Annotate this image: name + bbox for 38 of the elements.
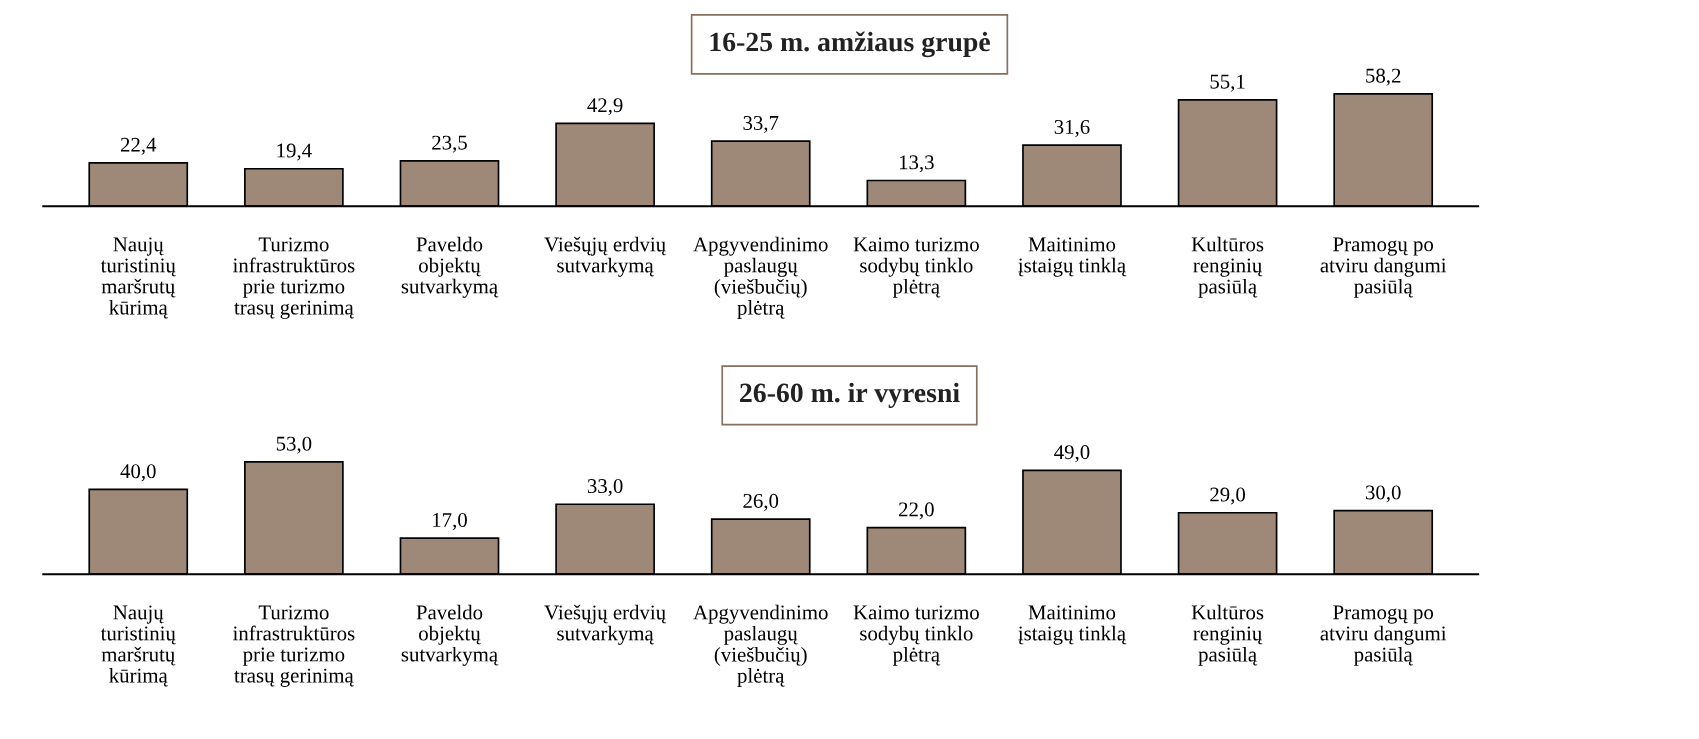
data-label: 22,4 [120, 137, 157, 155]
data-label: 29,0 [1210, 487, 1246, 505]
data-label: 26,0 [743, 493, 779, 511]
data-label: 58,2 [1366, 68, 1401, 86]
x-tick-label: Pramogų po atviru dangumi pasiūlą [1320, 237, 1447, 298]
x-tick-label: Kultūros renginių pasiūlą [1191, 236, 1264, 298]
chart-title: 16-25 m. amžiaus grupė [710, 31, 990, 58]
data-label: 33,0 [587, 479, 623, 497]
data-label: 13,3 [899, 155, 934, 173]
data-label: 31,6 [1054, 120, 1090, 138]
data-label: 49,0 [1054, 445, 1090, 463]
x-tick-label: Paveldo objektų sutvarkymą [401, 604, 499, 666]
x-tick-label: Kaimo turizmo sodybų tinklo plėtrą [853, 237, 979, 298]
x-tick-label: Kultūros renginių pasiūlą [1191, 604, 1264, 666]
data-label: 17,0 [433, 512, 467, 530]
data-label: 22,0 [899, 502, 934, 520]
data-label: 19,4 [277, 143, 312, 161]
x-tick-label: Naujų turistinių maršrutų kūrimą [100, 237, 176, 319]
data-label: 53,0 [276, 436, 312, 454]
data-label: 23,5 [432, 135, 467, 153]
data-label: 55,1 [1210, 74, 1245, 92]
x-tick-label: Paveldo objektų sutvarkymą [401, 236, 499, 298]
x-tick-label: Viešųjų erdvių sutvarkymą [544, 604, 667, 645]
x-tick-label: Turizmo infrastruktūros prie turizmo trasų gerinimą [232, 605, 355, 687]
x-tick-label: Naujų turistinių maršrutų kūrimą [100, 605, 176, 687]
x-tick-label: Viešųjų erdvių sutvarkymą [544, 236, 667, 277]
data-label: 42,9 [587, 98, 623, 116]
data-label: 33,7 [743, 115, 779, 133]
data-label: 30,0 [1365, 485, 1401, 503]
x-tick-label: Apgyvendinimo paslaugų (viešbučių) plėtrą [693, 236, 828, 319]
x-tick-label: Apgyvendinimo paslaugų (viešbučių) plėtrą [693, 604, 828, 687]
chart-title: 26-60 m. ir vyresni [740, 382, 960, 408]
data-label: 40,0 [120, 464, 156, 482]
x-tick-label: Maitinimo įstaigų tinklą [1018, 605, 1127, 645]
x-tick-label: Kaimo turizmo sodybų tinklo plėtrą [853, 605, 979, 666]
x-tick-label: Turizmo infrastruktūros prie turizmo trasų gerinimą [232, 237, 355, 319]
x-tick-label: Pramogų po atviru dangumi pasiūlą [1320, 605, 1447, 666]
x-tick-label: Maitinimo įstaigų tinklą [1018, 237, 1127, 277]
